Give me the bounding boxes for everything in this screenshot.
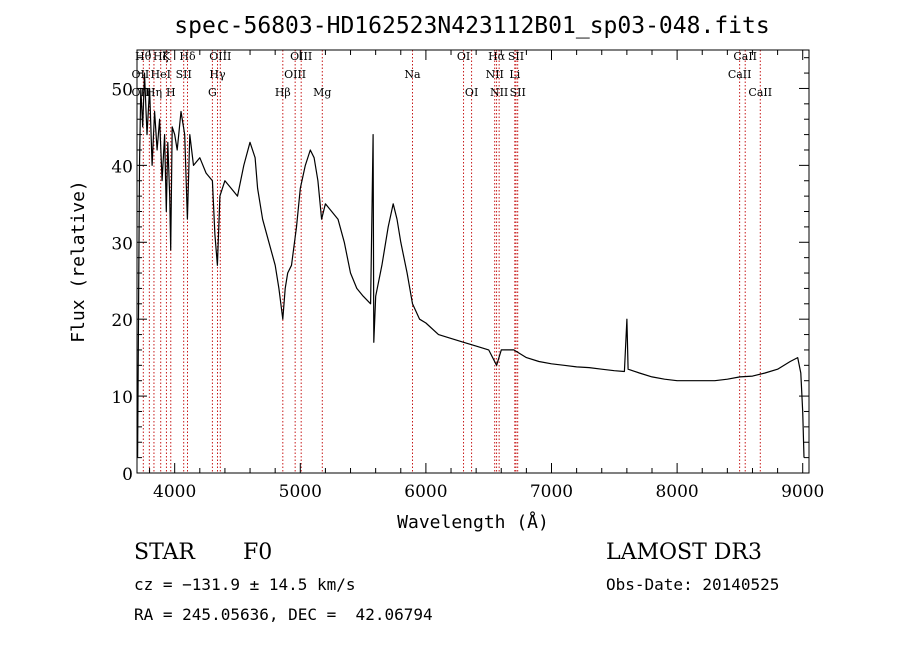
line-label: K: [162, 50, 171, 63]
x-tick-label: 8000: [655, 482, 698, 502]
line-label: SII: [508, 50, 524, 63]
y-axis-label: Flux (relative): [68, 180, 89, 343]
obs-date: Obs-Date: 20140525: [606, 575, 780, 594]
line-label: CaII: [748, 86, 772, 99]
line-label: CaII: [733, 50, 757, 63]
line-label: Hβ: [275, 86, 291, 99]
line-label: Mg: [313, 86, 331, 99]
line-label: Li: [509, 68, 520, 81]
velocity-readout: cz = −131.9 ± 14.5 km/s: [134, 575, 356, 594]
line-label: OII: [132, 68, 150, 81]
line-label: SII: [510, 86, 526, 99]
line-label: Hα: [488, 50, 506, 63]
y-tick-label: 10: [111, 388, 133, 408]
line-label: Hη: [146, 86, 162, 99]
x-tick-label: 5000: [279, 482, 322, 502]
x-tick-label: 7000: [530, 482, 573, 502]
x-tick-label: 6000: [404, 482, 447, 502]
line-label: SII: [176, 68, 192, 81]
line-label: OI: [465, 86, 478, 99]
line-label: Hζ: [153, 50, 169, 63]
line-label: H: [166, 86, 176, 99]
survey-name: LAMOST DR3: [606, 540, 762, 565]
y-tick-label: 0: [122, 465, 133, 485]
y-tick-label: 50: [111, 80, 133, 100]
x-tick-label: 4000: [153, 482, 196, 502]
plot-frame: [136, 49, 810, 474]
line-label: CaII: [728, 68, 752, 81]
line-label: Hγ: [209, 68, 226, 81]
x-axis-label: Wavelength (Å): [397, 511, 549, 533]
line-label: Hθ: [135, 50, 152, 63]
chart-title: spec-56803-HD162523N423112B01_sp03-048.f…: [174, 13, 769, 39]
line-label: HeI: [151, 68, 171, 81]
y-tick-label: 40: [111, 157, 133, 177]
line-label: Hδ: [179, 50, 196, 63]
x-tick-label: 9000: [781, 482, 824, 502]
object-subclass: F0: [243, 540, 273, 565]
line-label: G: [208, 86, 217, 99]
line-label: NII: [490, 86, 508, 99]
line-label: OIII: [284, 68, 306, 81]
line-label: OIII: [290, 50, 312, 63]
y-tick-label: 20: [111, 311, 133, 331]
spectrum-line: [137, 72, 805, 458]
line-label: Na: [404, 68, 421, 81]
coordinates: RA = 245.05636, DEC = 42.06794: [134, 605, 433, 624]
y-tick-label: 30: [111, 234, 133, 254]
object-class: STAR: [134, 540, 195, 565]
line-label: OI: [457, 50, 470, 63]
line-label: OIII: [209, 50, 231, 63]
line-label: NII: [486, 68, 504, 81]
